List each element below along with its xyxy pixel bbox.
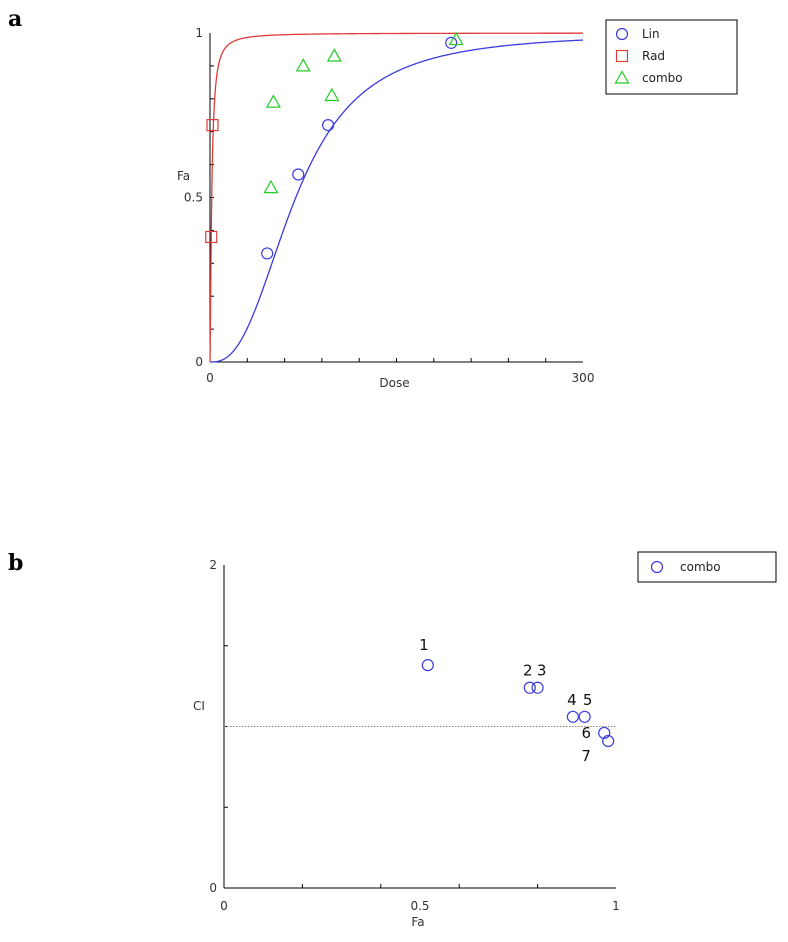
x-tick-label-a: 0 — [206, 371, 214, 385]
point-combo — [326, 48, 342, 62]
x-tick-label-b: 0.5 — [410, 899, 429, 913]
y-axis-label-a: Fa — [177, 169, 190, 183]
curve-lin — [210, 39, 584, 363]
curve-rad — [209, 32, 583, 363]
legend-marker-combo-b — [650, 560, 664, 574]
x-tick-label-b: 0 — [220, 899, 228, 913]
legend-label-combo-b: combo — [680, 560, 721, 574]
x-tick-label-a: 300 — [572, 371, 595, 385]
point-label: 6 — [581, 724, 591, 742]
panel-b-label: b — [8, 550, 24, 576]
point-rad — [205, 230, 218, 244]
point-label: 2 — [523, 662, 533, 680]
point-combo — [531, 681, 544, 694]
point-combo — [421, 659, 434, 672]
point-lin — [322, 119, 335, 132]
point-combo — [295, 58, 311, 72]
point-combo — [448, 31, 464, 46]
point-combo — [263, 179, 279, 194]
y-axis-label-b: CI — [193, 699, 205, 713]
point-combo — [566, 710, 579, 723]
point-lin — [445, 36, 458, 49]
x-tick-label-b: 1 — [612, 899, 620, 913]
point-label: 7 — [581, 747, 591, 765]
y-tick-label-a: 0 — [195, 355, 203, 369]
y-tick-label-b: 2 — [209, 558, 217, 572]
point-combo — [602, 734, 615, 748]
point-rad — [206, 119, 219, 132]
point-combo — [598, 726, 611, 740]
point-combo — [523, 681, 536, 694]
y-tick-label-a: 1 — [195, 26, 203, 40]
x-axis-label-a: Dose — [379, 376, 409, 390]
legend-label-combo: combo — [642, 71, 683, 85]
point-label: 4 — [567, 691, 577, 709]
legend-marker-rad — [615, 49, 629, 63]
point-lin — [292, 168, 305, 181]
point-lin — [261, 247, 274, 260]
legend-box-b — [637, 551, 777, 583]
legend-label-lin: Lin — [642, 27, 660, 41]
legend-marker-lin — [615, 27, 629, 41]
y-tick-label-a: 0.5 — [184, 191, 203, 205]
point-combo — [265, 94, 281, 108]
legend-marker-combo — [614, 70, 630, 84]
panel-a-label: a — [8, 6, 23, 32]
point-combo — [324, 87, 340, 102]
point-label: 1 — [419, 636, 429, 654]
point-label: 3 — [537, 662, 547, 680]
legend-label-rad: Rad — [642, 49, 665, 63]
point-combo — [578, 710, 591, 723]
y-tick-label-b: 0 — [209, 881, 217, 895]
x-axis-label-b: Fa — [411, 915, 424, 929]
point-label: 5 — [583, 691, 593, 709]
